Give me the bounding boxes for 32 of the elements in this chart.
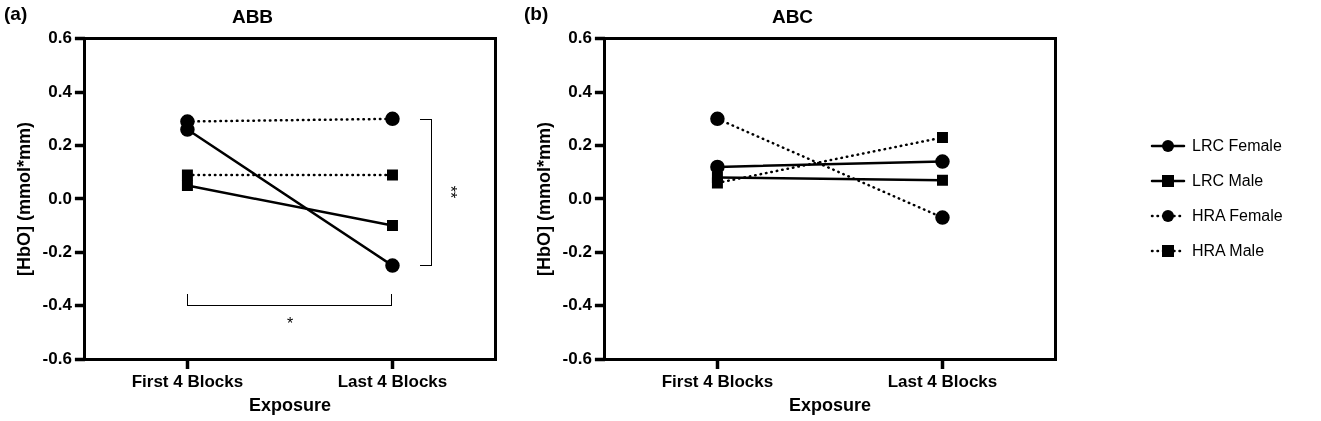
x-axis-title: Exposure [248,395,331,416]
y-axis-title: [HbO] (mmol*mm) [13,121,34,276]
y-tick-label: -0.4 [42,295,73,315]
legend-label: LRC Female [1192,137,1282,156]
x-tick-label: Last 4 Blocks [887,371,998,391]
legend-label: HRA Male [1192,242,1265,261]
x-tick-label: First 4 Blocks [661,371,774,391]
y-tick-label: 0.0 [568,188,592,208]
y-tick-label: -0.2 [562,241,592,261]
y-tick-label: 0.4 [48,81,73,101]
legend-label: LRC Male [1192,172,1264,191]
y-tick-label: -0.4 [562,295,593,315]
y-axis-title: [HbO] (mmol*mm) [533,121,554,276]
y-tick-label: 0.6 [48,28,72,48]
y-tick-label: -0.2 [42,241,72,261]
y-tick-label: 0.2 [48,135,72,155]
x-axis-title: Exposure [788,395,871,416]
y-tick-label: 0.2 [568,135,592,155]
y-tick-label: 0.4 [568,81,593,101]
y-tick-label: 0.6 [568,28,592,48]
annotation: ** [442,185,460,199]
chart-title: ABB [231,5,274,27]
y-tick-label: -0.6 [562,348,592,368]
y-tick-label: 0.0 [48,188,72,208]
text: (a) [4,3,28,24]
annotation: * [286,314,294,332]
x-tick-label: Last 4 Blocks [337,371,448,391]
y-tick-label: -0.6 [42,348,72,368]
legend-label: HRA Female [1192,207,1283,226]
text: (b) [524,3,549,24]
x-tick-label: First 4 Blocks [131,371,244,391]
chart-title: ABC [771,5,814,27]
